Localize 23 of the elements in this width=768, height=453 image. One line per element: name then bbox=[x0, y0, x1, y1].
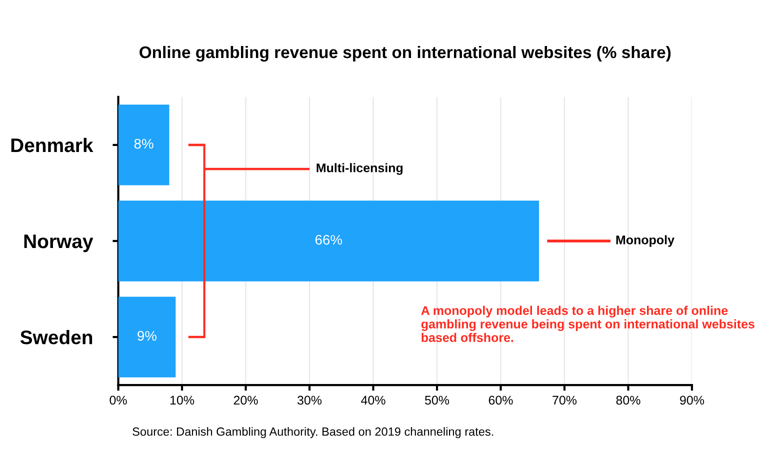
y-tick-label: Norway bbox=[24, 234, 94, 252]
y-tick-label: Sweden bbox=[20, 330, 92, 344]
source-note: Source: Danish Gambling Authority. Based on 2019 channeling rates. bbox=[132, 427, 494, 438]
data-label: 8% bbox=[134, 138, 154, 149]
chart-title: Online gambling revenue spent on international websites (% share) bbox=[140, 46, 671, 62]
annotation: A monopoly model leads to a higher share of online gambling revenue being spent on international websites based offshore. bbox=[421, 306, 754, 342]
x-tick-label: 60% bbox=[488, 396, 513, 405]
annotation: Monopoly bbox=[616, 235, 674, 247]
x-tick-label: 80% bbox=[616, 396, 640, 405]
x-tick-label: 20% bbox=[234, 396, 258, 405]
x-tick-label: 50% bbox=[424, 396, 450, 405]
x-tick-label: 0% bbox=[110, 396, 127, 405]
bar bbox=[118, 296, 176, 378]
data-label: 9% bbox=[138, 330, 156, 341]
bar bbox=[118, 104, 170, 186]
x-tick-label: 40% bbox=[361, 396, 386, 405]
x-tick-label: 10% bbox=[170, 396, 194, 405]
x-tick-label: 30% bbox=[297, 396, 322, 405]
x-tick-label: 70% bbox=[552, 396, 577, 405]
x-tick-label: 90% bbox=[680, 396, 704, 405]
y-tick-label: Denmark bbox=[11, 138, 94, 152]
data-label: 66% bbox=[315, 234, 342, 245]
annotation: Multi-licensing bbox=[316, 163, 403, 175]
